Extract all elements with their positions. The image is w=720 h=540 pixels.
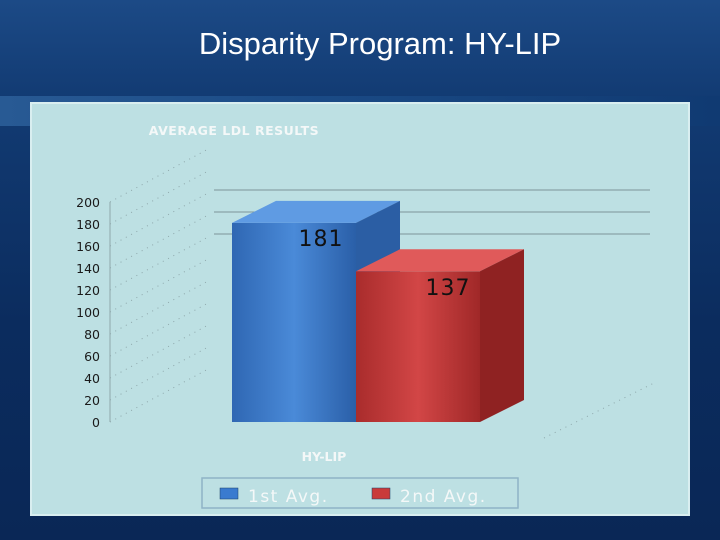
gridline-diagonal bbox=[109, 169, 211, 225]
gridline-diagonal bbox=[109, 235, 211, 291]
bar-side bbox=[480, 249, 524, 422]
gridline-diagonal bbox=[109, 279, 211, 335]
y-tick-label: 100 bbox=[76, 305, 100, 320]
gridline-diagonal bbox=[109, 301, 211, 357]
category-label: HY-LIP bbox=[302, 449, 347, 464]
ldl-bar-chart: AVERAGE LDL RESULTS 0 20 40 60 80 100 120 140 160… bbox=[76, 123, 657, 509]
y-tick-label: 120 bbox=[76, 283, 100, 298]
y-tick-label: 200 bbox=[76, 195, 100, 210]
bar-top bbox=[232, 200, 400, 223]
bar-top bbox=[356, 249, 524, 272]
legend-swatch bbox=[371, 487, 391, 500]
gridline-diagonal bbox=[109, 213, 211, 269]
slide-title: Disparity Program: HY-LIP bbox=[198, 26, 562, 61]
legend-label: 1st Avg. bbox=[248, 487, 329, 507]
y-tick-label: 160 bbox=[76, 239, 100, 254]
gridline-diagonal bbox=[109, 147, 211, 203]
gridline-diagonal bbox=[109, 257, 211, 313]
legend-box bbox=[201, 477, 519, 509]
y-tick-label: 180 bbox=[76, 217, 100, 232]
data-label: 181 bbox=[299, 227, 344, 252]
y-tick-label: 60 bbox=[84, 349, 100, 364]
data-label: 137 bbox=[426, 276, 471, 301]
y-tick-label: 20 bbox=[84, 393, 100, 408]
y-tick-label: 0 bbox=[92, 415, 100, 430]
floor-diagonal bbox=[543, 381, 657, 439]
chart-panel: AVERAGE LDL RESULTS 0 20 40 60 80 100 120 140 160… bbox=[30, 102, 690, 516]
gridline-diagonal bbox=[109, 191, 211, 247]
y-tick-label: 40 bbox=[84, 371, 100, 386]
legend-swatch bbox=[219, 487, 239, 500]
bar bbox=[232, 222, 356, 422]
y-tick-label: 80 bbox=[84, 327, 100, 342]
y-tick-label: 140 bbox=[76, 261, 100, 276]
chart-title: AVERAGE LDL RESULTS bbox=[149, 123, 319, 138]
gridline-diagonal bbox=[109, 323, 211, 379]
gridline-diagonal bbox=[109, 345, 211, 401]
gridline-diagonal bbox=[109, 367, 211, 423]
legend-label: 2nd Avg. bbox=[400, 487, 487, 507]
bar bbox=[356, 271, 480, 422]
